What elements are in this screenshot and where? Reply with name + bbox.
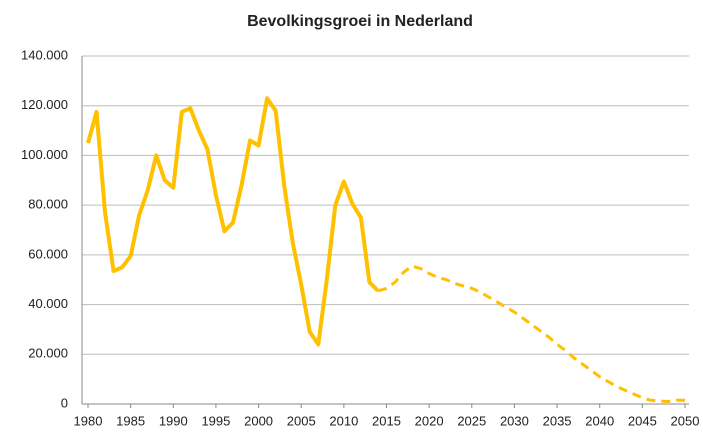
x-tick-label: 1985	[116, 413, 145, 428]
x-tick-label: 2035	[543, 413, 572, 428]
y-tick-label: 20.000	[28, 346, 68, 361]
y-tick-label: 0	[61, 395, 68, 410]
x-tick-label: 2045	[628, 413, 657, 428]
y-tick-label: 120.000	[21, 97, 68, 112]
x-tick-label: 2015	[372, 413, 401, 428]
y-tick-label: 140.000	[21, 47, 68, 62]
x-tick-label: 1990	[159, 413, 188, 428]
chart-title: Bevolkingsgroei in Nederland	[247, 13, 473, 30]
y-tick-label: 80.000	[28, 197, 68, 212]
x-tick-label: 1995	[201, 413, 230, 428]
x-tick-label: 2050	[671, 413, 700, 428]
y-tick-label: 40.000	[28, 296, 68, 311]
x-tick-label: 2020	[415, 413, 444, 428]
x-tick-label: 1980	[74, 413, 103, 428]
x-tick-label: 2030	[500, 413, 529, 428]
line-series	[377, 264, 685, 404]
x-tick-label: 2025	[457, 413, 486, 428]
x-tick-label: 2005	[287, 413, 316, 428]
x-tick-label: 2000	[244, 413, 273, 428]
line-series	[86, 96, 380, 347]
x-tick-label: 2010	[329, 413, 358, 428]
y-tick-label: 60.000	[28, 246, 68, 261]
x-tick-label: 2040	[585, 413, 614, 428]
y-tick-label: 100.000	[21, 147, 68, 162]
